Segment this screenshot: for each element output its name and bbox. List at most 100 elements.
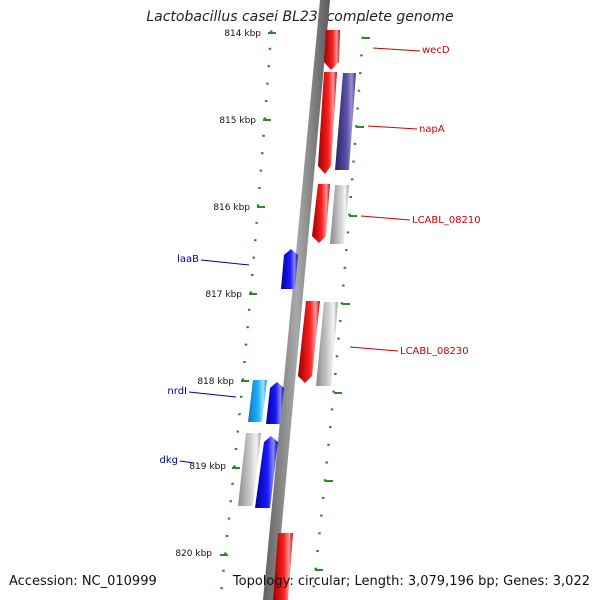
gene-napA-paired[interactable]: [335, 73, 356, 170]
minor-tick: [233, 465, 236, 468]
topology-text: Topology: circular; Length: 3,079,196 bp…: [232, 574, 590, 589]
minor-tick: [349, 196, 352, 198]
minor-tick: [249, 291, 252, 294]
minor-tick: [259, 169, 263, 172]
minor-tick: [343, 266, 347, 269]
minor-tick: [264, 100, 268, 102]
minor-tick: [359, 72, 362, 75]
genome-backbone: [263, 0, 330, 600]
minor-tick: [325, 461, 328, 464]
minor-tick: [243, 361, 246, 363]
kbp-label-815: 815 kbp: [219, 116, 256, 126]
gene-LCABL_08230-paired[interactable]: [316, 302, 338, 386]
minor-tick: [352, 160, 355, 163]
minor-tick: [320, 514, 323, 517]
minor-tick: [255, 221, 258, 224]
gene-bottom-red[interactable]: [273, 533, 293, 600]
minor-tick: [254, 239, 257, 242]
minor-tick: [258, 187, 261, 189]
gene-label-laaB[interactable]: laaB: [177, 254, 199, 265]
gene-label-wecD[interactable]: wecD: [422, 45, 450, 56]
gene-label-napA[interactable]: napA: [419, 124, 445, 135]
minor-tick: [323, 479, 327, 482]
minor-tick: [340, 302, 343, 305]
minor-tick: [225, 535, 229, 537]
minor-tick: [357, 89, 361, 92]
gene-LCABL_08210[interactable]: [312, 184, 330, 243]
gene-nrdI[interactable]: [248, 380, 267, 422]
minor-tick: [360, 54, 363, 57]
minor-tick: [267, 65, 270, 68]
minor-tick: [334, 373, 337, 375]
gene-label-nrdI[interactable]: nrdI: [167, 386, 187, 397]
gene-label-LCABL_08230[interactable]: LCABL_08230: [400, 346, 469, 357]
minor-tick: [348, 213, 351, 216]
minor-tick: [327, 443, 330, 446]
minor-tick: [252, 256, 255, 259]
gene-laaB[interactable]: [281, 249, 298, 289]
minor-tick: [229, 500, 232, 503]
gene-dkg-paired[interactable]: [238, 433, 261, 506]
gene-napA[interactable]: [318, 72, 337, 174]
minor-tick: [251, 274, 254, 276]
kbp-scale: 814 kbp 815 kbp 816 kbp 817 kbp 818 kbp …: [175, 29, 276, 559]
kbp-label-820: 820 kbp: [175, 549, 212, 559]
minor-tick: [241, 378, 245, 381]
minor-tick: [329, 426, 332, 429]
tick-track-inner: [220, 13, 274, 590]
minor-tick: [356, 107, 359, 110]
minor-tick: [268, 47, 272, 50]
accession-text: Accession: NC_010999: [9, 574, 157, 589]
minor-tick: [271, 13, 274, 15]
minor-tick: [362, 19, 366, 21]
gene-labels: wecD napA LCABL_08210 laaB LCABL_08230 n…: [160, 45, 481, 466]
minor-tick: [261, 152, 264, 155]
map-title: Lactobacillus casei BL23, complete genom…: [146, 9, 454, 25]
kbp-label-818: 818 kbp: [197, 377, 234, 387]
minor-tick: [353, 142, 357, 145]
minor-tick: [314, 567, 317, 570]
gene-LCABL_08210-paired[interactable]: [330, 185, 349, 244]
minor-tick: [335, 355, 339, 358]
minor-tick: [332, 390, 335, 393]
minor-tick: [227, 517, 231, 520]
minor-tick: [269, 30, 273, 33]
minor-tick: [220, 587, 223, 590]
gene-LCABL_08230[interactable]: [298, 301, 320, 383]
minor-tick: [346, 231, 350, 234]
minor-tick: [246, 326, 249, 329]
kbp-label-816: 816 kbp: [213, 203, 250, 213]
minor-tick: [256, 204, 260, 207]
kbp-label-814: 814 kbp: [224, 29, 261, 39]
minor-tick: [350, 178, 354, 181]
minor-tick: [345, 249, 348, 252]
minor-tick: [234, 448, 238, 450]
gene-dkg[interactable]: [255, 436, 278, 508]
gene-wecD[interactable]: [324, 30, 340, 70]
minor-tick: [263, 117, 267, 120]
minor-tick: [318, 532, 321, 535]
minor-tick: [222, 569, 225, 572]
gene-features: [238, 30, 356, 600]
minor-tick: [224, 552, 227, 555]
minor-tick: [321, 496, 325, 499]
minor-tick: [330, 408, 334, 411]
minor-tick: [316, 550, 319, 552]
minor-tick: [239, 395, 243, 398]
minor-tick: [262, 134, 265, 137]
minor-tick: [312, 585, 315, 588]
minor-tick: [247, 308, 251, 311]
minor-tick: [342, 284, 345, 287]
kbp-label-819: 819 kbp: [189, 462, 226, 472]
gene-label-dkg[interactable]: dkg: [160, 455, 179, 466]
gene-label-LCABL_08210[interactable]: LCABL_08210: [412, 215, 481, 226]
minor-tick: [236, 430, 240, 433]
minor-tick: [337, 337, 340, 340]
minor-tick: [238, 413, 241, 416]
outer-major-ticks: [315, 37, 370, 571]
minor-tick: [231, 482, 234, 485]
minor-tick: [339, 319, 342, 322]
minor-tick: [244, 343, 248, 346]
gene-nrdI-paired[interactable]: [266, 382, 284, 424]
